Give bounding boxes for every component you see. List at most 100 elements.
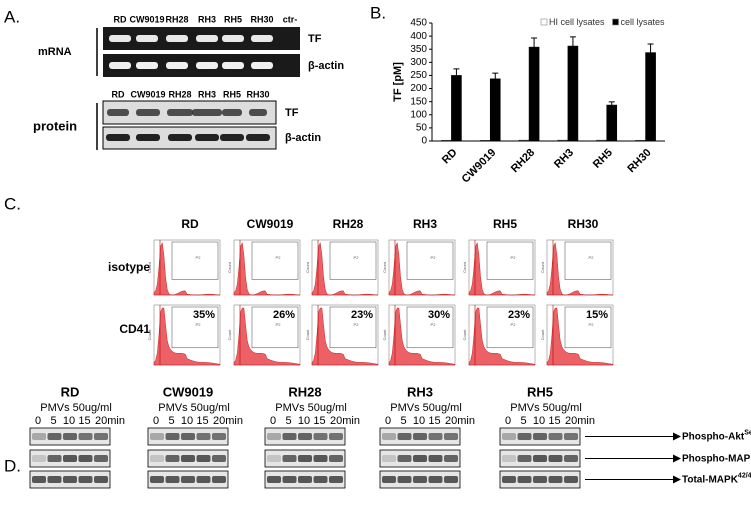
blot-band xyxy=(63,433,77,440)
x-tick-label: CW9019 xyxy=(460,147,499,186)
blot-band xyxy=(212,455,226,462)
blot-band xyxy=(382,476,396,483)
row-label: TF xyxy=(308,33,322,45)
blot-band xyxy=(533,476,547,483)
gate-label: P2 xyxy=(511,322,517,327)
blot-band xyxy=(298,433,312,440)
gel-band xyxy=(136,62,158,69)
blot-label: Phospho-MAPK42/44 xyxy=(682,451,751,464)
blot-band xyxy=(196,433,211,440)
blot-band xyxy=(222,109,242,116)
flow-histogram xyxy=(468,307,536,366)
axis-label: Count xyxy=(462,261,467,273)
group-label: RH28 xyxy=(288,384,321,399)
flow-gate xyxy=(171,306,219,349)
bar xyxy=(557,139,569,142)
x-tick-label: RH3 xyxy=(552,147,576,171)
legend-label: cell lysates xyxy=(621,17,666,27)
flow-gate xyxy=(251,306,299,349)
axis-label: Count xyxy=(462,329,467,341)
lane-label: ctr- xyxy=(283,14,298,24)
blot-band xyxy=(517,476,532,483)
blot-band xyxy=(63,476,77,483)
blot-band xyxy=(313,433,328,440)
sample-label: CW9019 xyxy=(247,217,294,231)
blot-band xyxy=(298,476,312,483)
bar xyxy=(567,45,579,142)
blot-band xyxy=(181,455,195,462)
treatment-label: PMVs 50ug/ml xyxy=(158,402,230,414)
blot-band xyxy=(397,455,412,462)
lane-label: RH5 xyxy=(224,14,242,24)
gate-label: P2 xyxy=(196,255,202,260)
sample-label: RH3 xyxy=(413,217,437,231)
blot-band xyxy=(517,455,532,462)
gate-label: P2 xyxy=(589,255,595,260)
y-tick-label: 150 xyxy=(410,96,427,107)
lane-label: RH5 xyxy=(223,89,241,99)
treatment-label: PMVs 50ug/ml xyxy=(510,402,582,414)
time-label: 15 xyxy=(196,415,208,427)
legend-swatch xyxy=(612,18,619,26)
blot-band xyxy=(382,433,396,440)
lane-label: RH30 xyxy=(250,14,273,24)
flow-gate xyxy=(564,241,612,280)
blot-band xyxy=(196,455,211,462)
blot-band xyxy=(150,476,164,483)
blot-band xyxy=(107,109,129,116)
row-label: isotype xyxy=(108,260,150,274)
time-label: 15 xyxy=(78,415,90,427)
y-tick-label: 300 xyxy=(410,57,427,68)
blot-band xyxy=(282,476,297,483)
flow-histogram xyxy=(311,241,379,296)
blot-band xyxy=(136,134,160,141)
flow-histogram xyxy=(468,241,536,296)
bar xyxy=(441,140,452,142)
blot-band xyxy=(533,433,547,440)
group-label: CW9019 xyxy=(163,384,214,399)
axis-label: Count xyxy=(540,261,545,273)
blot-band xyxy=(502,476,516,483)
sample-label: RH30 xyxy=(568,217,599,231)
blot-band xyxy=(564,476,578,483)
blot-band xyxy=(195,134,219,141)
percent-label: 23% xyxy=(508,309,530,321)
blot-band xyxy=(94,455,108,462)
time-label: 20min xyxy=(95,415,125,427)
blot-band xyxy=(502,433,516,440)
error-bar xyxy=(492,72,499,79)
gate-label: P2 xyxy=(354,255,360,260)
percent-label: 26% xyxy=(273,309,295,321)
time-label: 15 xyxy=(428,415,440,427)
y-tick-label: 450 xyxy=(410,18,427,29)
flow-gate xyxy=(486,306,534,349)
percent-label: 15% xyxy=(586,309,608,321)
blot-band xyxy=(249,109,267,116)
time-label: 5 xyxy=(400,415,406,427)
axis-label: Count xyxy=(305,261,310,273)
time-label: 10 xyxy=(63,415,75,427)
blot-band xyxy=(428,476,443,483)
bar xyxy=(645,52,656,142)
gel-band xyxy=(222,35,244,42)
group-label: mRNA xyxy=(38,46,72,58)
blot-band xyxy=(413,476,427,483)
time-label: 20min xyxy=(445,415,475,427)
blot-band xyxy=(220,134,244,141)
blot-superscript: 42/44 xyxy=(738,472,751,479)
lane-label: RH28 xyxy=(168,89,191,99)
blot-band xyxy=(329,476,343,483)
blot-band xyxy=(548,433,563,440)
gel-band xyxy=(136,35,158,42)
error-bar xyxy=(569,36,576,47)
error-bar xyxy=(608,101,615,106)
blot-band xyxy=(564,455,578,462)
flow-histogram xyxy=(153,307,221,366)
blot-band xyxy=(47,433,62,440)
axis-label: Count xyxy=(147,261,152,273)
gel-band xyxy=(222,62,244,69)
panel-label: A. xyxy=(4,7,20,26)
y-tick-label: 350 xyxy=(410,44,427,55)
gel-band xyxy=(109,35,131,42)
y-tick-label: 400 xyxy=(410,31,427,42)
